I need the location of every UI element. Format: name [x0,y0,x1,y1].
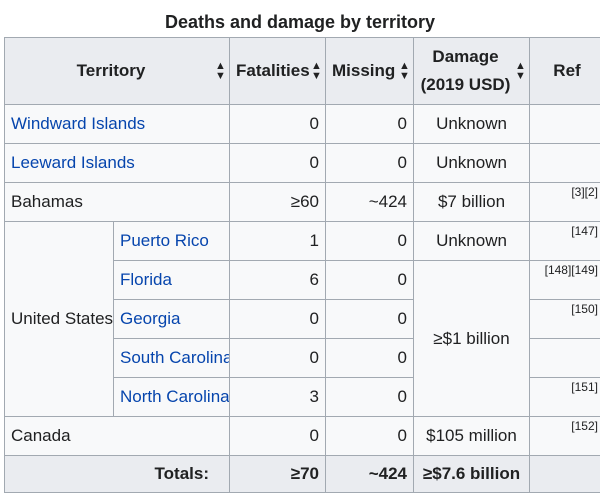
fatalities-cell: ≥60 [230,183,326,222]
deaths-damage-table: Territory ▲▼ Fatalities ▲▼ Missing ▲▼ Da… [4,37,600,493]
sort-arrows-icon[interactable]: ▲▼ [311,61,321,81]
missing-cell: 0 [326,222,414,261]
missing-cell: 0 [326,144,414,183]
totals-row: Totals: ≥70 ~424 ≥$7.6 billion [5,456,600,493]
ref-cell [530,105,600,144]
table-row: Leeward Islands 0 0 Unknown [5,144,600,183]
ref-link[interactable]: [150] [530,300,600,339]
column-header-damage[interactable]: Damage (2019 USD) ▲▼ [414,38,530,105]
territory-cell-united-states: United States [5,222,114,417]
damage-cell: Unknown [414,222,530,261]
totals-fatalities: ≥70 [230,456,326,493]
subterritory-cell[interactable]: Georgia [114,300,230,339]
subterritory-cell[interactable]: Florida [114,261,230,300]
ref-link[interactable]: [151] [530,378,600,417]
territory-cell: Canada [5,417,230,456]
missing-cell: ~424 [326,183,414,222]
table-row: United States Puerto Rico 1 0 Unknown [1… [5,222,600,261]
damage-cell: Unknown [414,105,530,144]
sort-arrows-icon[interactable]: ▲▼ [215,61,225,81]
table-caption: Deaths and damage by territory [0,0,600,36]
totals-ref-cell [530,456,600,493]
fatalities-cell: 1 [230,222,326,261]
fatalities-cell: 0 [230,339,326,378]
damage-cell: Unknown [414,144,530,183]
missing-cell: 0 [326,339,414,378]
missing-cell: 0 [326,378,414,417]
subterritory-link[interactable]: Puerto Rico [120,231,209,250]
subterritory-link[interactable]: Florida [120,270,172,289]
column-header-ref: Ref [530,38,600,105]
damage-cell: $105 million [414,417,530,456]
column-header-territory-label: Territory [77,61,146,80]
subterritory-link[interactable]: Georgia [120,309,180,328]
table-row: Windward Islands 0 0 Unknown [5,105,600,144]
fatalities-cell: 0 [230,105,326,144]
subterritory-link[interactable]: North Carolina [120,387,230,406]
fatalities-cell: 3 [230,378,326,417]
missing-cell: 0 [326,417,414,456]
territory-cell: Bahamas [5,183,230,222]
fatalities-cell: 6 [230,261,326,300]
column-header-missing[interactable]: Missing ▲▼ [326,38,414,105]
header-row: Territory ▲▼ Fatalities ▲▼ Missing ▲▼ Da… [5,38,600,105]
damage-cell: $7 billion [414,183,530,222]
column-header-territory[interactable]: Territory ▲▼ [5,38,230,105]
sort-arrows-icon[interactable]: ▲▼ [515,61,525,81]
missing-cell: 0 [326,105,414,144]
ref-link[interactable]: [148][149] [530,261,600,300]
column-header-damage-label: Damage [432,47,498,66]
column-header-fatalities[interactable]: Fatalities ▲▼ [230,38,326,105]
column-header-damage-unit: (2019 USD) [421,75,511,94]
totals-missing: ~424 [326,456,414,493]
territory-link[interactable]: Windward Islands [11,114,145,133]
territory-label: Canada [11,426,71,445]
column-header-ref-label: Ref [553,61,580,80]
column-header-fatalities-label: Fatalities [236,61,310,80]
fatalities-cell: 0 [230,144,326,183]
totals-label: Totals: [5,456,230,493]
ref-link[interactable]: [3][2] [530,183,600,222]
territory-label: United States [11,309,113,328]
damage-cell-us-group: ≥$1 billion [414,261,530,417]
missing-cell: 0 [326,300,414,339]
ref-cell [530,144,600,183]
subterritory-cell[interactable]: Puerto Rico [114,222,230,261]
territory-link[interactable]: Leeward Islands [11,153,135,172]
subterritory-cell[interactable]: North Carolina [114,378,230,417]
subterritory-link[interactable]: South Carolina [120,348,230,367]
ref-link[interactable]: [152] [530,417,600,456]
territory-label: Bahamas [11,192,83,211]
column-header-missing-label: Missing [332,61,395,80]
totals-damage: ≥$7.6 billion [414,456,530,493]
fatalities-cell: 0 [230,300,326,339]
ref-cell [530,339,600,378]
missing-cell: 0 [326,261,414,300]
fatalities-cell: 0 [230,417,326,456]
territory-cell[interactable]: Windward Islands [5,105,230,144]
subterritory-cell[interactable]: South Carolina [114,339,230,378]
table-row: Canada 0 0 $105 million [152] [5,417,600,456]
territory-cell[interactable]: Leeward Islands [5,144,230,183]
sort-arrows-icon[interactable]: ▲▼ [399,61,409,81]
table-row: Bahamas ≥60 ~424 $7 billion [3][2] [5,183,600,222]
ref-link[interactable]: [147] [530,222,600,261]
